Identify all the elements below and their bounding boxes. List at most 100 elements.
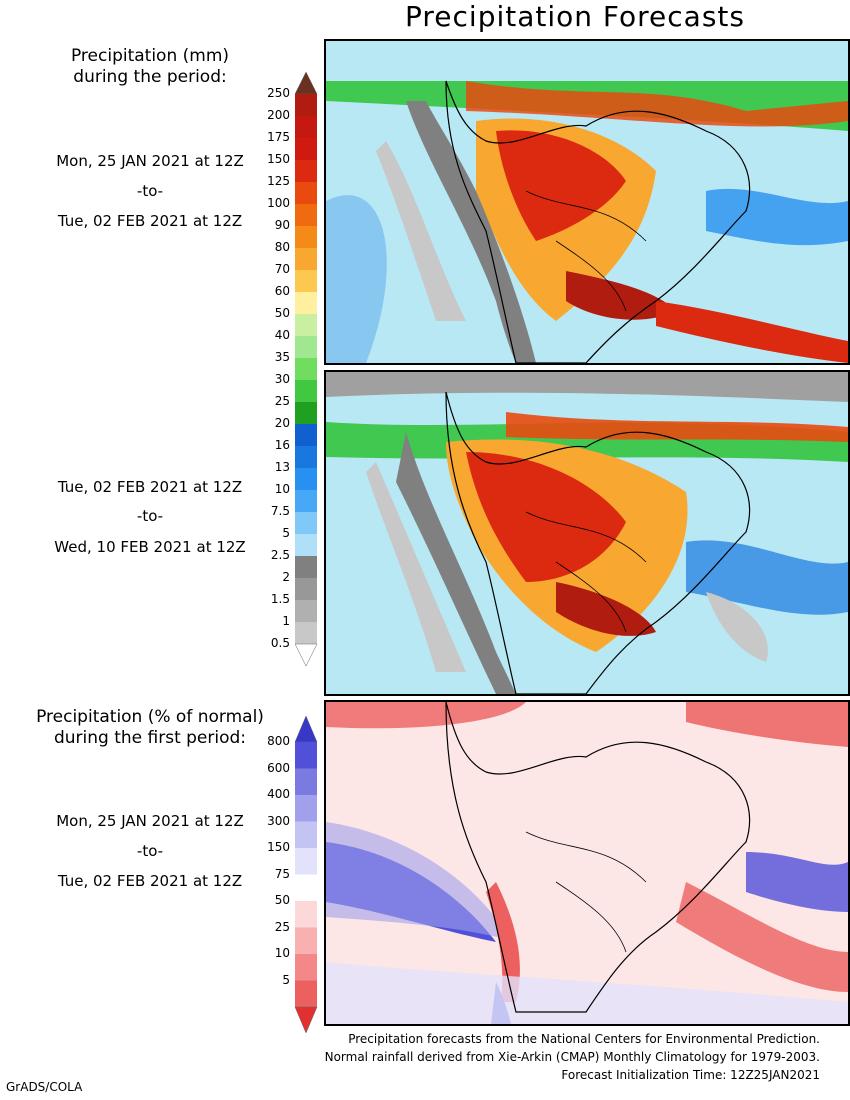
colorbar-segment [295, 578, 317, 600]
colorbar-segment [295, 182, 317, 204]
colorbar-tick-label: 25 [274, 919, 290, 934]
precip-colorbar [294, 72, 318, 667]
colorbar-tick-label: 50 [274, 306, 290, 320]
anom-legend-heading: Precipitation (% of normal) during the f… [10, 707, 290, 749]
colorbar-tick-label: 200 [267, 108, 290, 122]
colorbar-segment [295, 795, 317, 822]
page-title: Precipitation Forecasts [405, 0, 745, 33]
colorbar-tick-label: 35 [274, 350, 290, 364]
period3-start: Mon, 25 JAN 2021 at 12Z [56, 812, 244, 830]
colorbar-tick-label: 5 [282, 526, 290, 540]
precip-legend-heading: Precipitation (mm) during the period: [30, 46, 270, 88]
period3-sep: -to- [136, 842, 164, 860]
footer-line3: Forecast Initialization Time: 12Z25JAN20… [561, 1068, 820, 1082]
credit-label: GrADS/COLA [6, 1080, 83, 1094]
colorbar-segment [295, 534, 317, 556]
colorbar-bottom-arrow [294, 1006, 318, 1034]
period2-end: Wed, 10 FEB 2021 at 12Z [54, 538, 246, 556]
colorbar-segment [295, 336, 317, 358]
colorbar-segment [295, 138, 317, 160]
colorbar-tick-label: 20 [274, 416, 290, 430]
colorbar-tick-label: 60 [274, 284, 290, 298]
precip-heading-line2: during the period: [73, 67, 227, 87]
period1-end: Tue, 02 FEB 2021 at 12Z [57, 212, 243, 230]
precip-map-period1 [326, 41, 848, 363]
colorbar-tick-label: 125 [267, 174, 290, 188]
map-panel-period2 [324, 370, 850, 696]
colorbar-tick-label: 1 [282, 614, 290, 628]
anomaly-map [326, 702, 848, 1024]
colorbar-tick-label: 10 [274, 482, 290, 496]
footer-line2: Normal rainfall derived from Xie-Arkin (… [324, 1050, 820, 1064]
colorbar-tick-label: 2 [282, 570, 290, 584]
anom-heading-line2: during the first period: [53, 728, 247, 748]
colorbar-segment [295, 980, 317, 1007]
map-panel-period1 [324, 39, 850, 365]
colorbar-tick-label: 70 [274, 262, 290, 276]
precip-map-period2 [326, 372, 848, 694]
colorbar-tick-label: 5 [282, 972, 290, 987]
colorbar-segment [295, 848, 317, 875]
colorbar-segment [295, 226, 317, 248]
colorbar-tick-label: 175 [267, 130, 290, 144]
colorbar-segment [295, 468, 317, 490]
colorbar-tick-label: 16 [274, 438, 290, 452]
colorbar-tick-label: 30 [274, 372, 290, 386]
colorbar-tick-label: 2.5 [270, 548, 290, 562]
colorbar-tick-label: 75 [274, 866, 290, 881]
colorbar-segment [295, 314, 317, 336]
colorbar-tick-label: 800 [267, 734, 290, 748]
period1-start: Mon, 25 JAN 2021 at 12Z [56, 152, 244, 170]
colorbar-segment [295, 874, 317, 901]
colorbar-tick-label: 0.5 [270, 636, 290, 650]
colorbar-tick-label: 150 [267, 152, 290, 166]
colorbar-segment [295, 358, 317, 380]
colorbar-segment [295, 490, 317, 512]
footer-line1: Precipitation forecasts from the Nationa… [348, 1032, 820, 1046]
colorbar-tick-label: 250 [267, 86, 290, 100]
colorbar-segment [295, 742, 317, 769]
period3-end: Tue, 02 FEB 2021 at 12Z [57, 872, 243, 890]
colorbar-tick-label: 40 [274, 328, 290, 342]
colorbar-tick-label: 80 [274, 240, 290, 254]
colorbar-segment [295, 204, 317, 226]
colorbar-segment [295, 954, 317, 981]
period2-sep: -to- [136, 507, 164, 525]
anom-heading-line1: Precipitation (% of normal) [36, 707, 264, 727]
period1-sep: -to- [136, 182, 164, 200]
period2-start: Tue, 02 FEB 2021 at 12Z [57, 478, 243, 496]
anom-colorbar [294, 716, 318, 1034]
precip-heading-line1: Precipitation (mm) [70, 46, 230, 66]
colorbar-segment [295, 292, 317, 314]
colorbar-segment [295, 160, 317, 182]
colorbar-tick-label: 1.5 [270, 592, 290, 606]
colorbar-segment [295, 556, 317, 578]
colorbar-segment [295, 380, 317, 402]
colorbar-tick-label: 90 [274, 218, 290, 232]
colorbar-tick-label: 7.5 [270, 504, 290, 518]
colorbar-segment [295, 768, 317, 795]
colorbar-segment [295, 622, 317, 644]
colorbar-top-arrow [294, 72, 318, 95]
footer-notes: Precipitation forecasts from the Nationa… [325, 1030, 820, 1084]
colorbar-tick-label: 13 [274, 460, 290, 474]
map-panel-anomaly [324, 700, 850, 1026]
colorbar-tick-label: 400 [267, 787, 290, 801]
colorbar-segment [295, 116, 317, 138]
colorbar-tick-label: 300 [267, 813, 290, 828]
colorbar-tick-label: 10 [274, 946, 290, 960]
colorbar-segment [295, 402, 317, 424]
colorbar-segment [295, 512, 317, 534]
colorbar-tick-label: 25 [274, 394, 290, 408]
colorbar-segment [295, 424, 317, 446]
colorbar-segment [295, 927, 317, 954]
colorbar-tick-label: 150 [267, 840, 290, 854]
colorbar-segment [295, 248, 317, 270]
colorbar-segment [295, 901, 317, 928]
colorbar-segment [295, 821, 317, 848]
colorbar-segment [295, 270, 317, 292]
colorbar-top-arrow [294, 716, 318, 743]
colorbar-bottom-arrow [294, 643, 318, 667]
colorbar-tick-label: 100 [267, 196, 290, 210]
colorbar-tick-label: 50 [274, 893, 290, 907]
